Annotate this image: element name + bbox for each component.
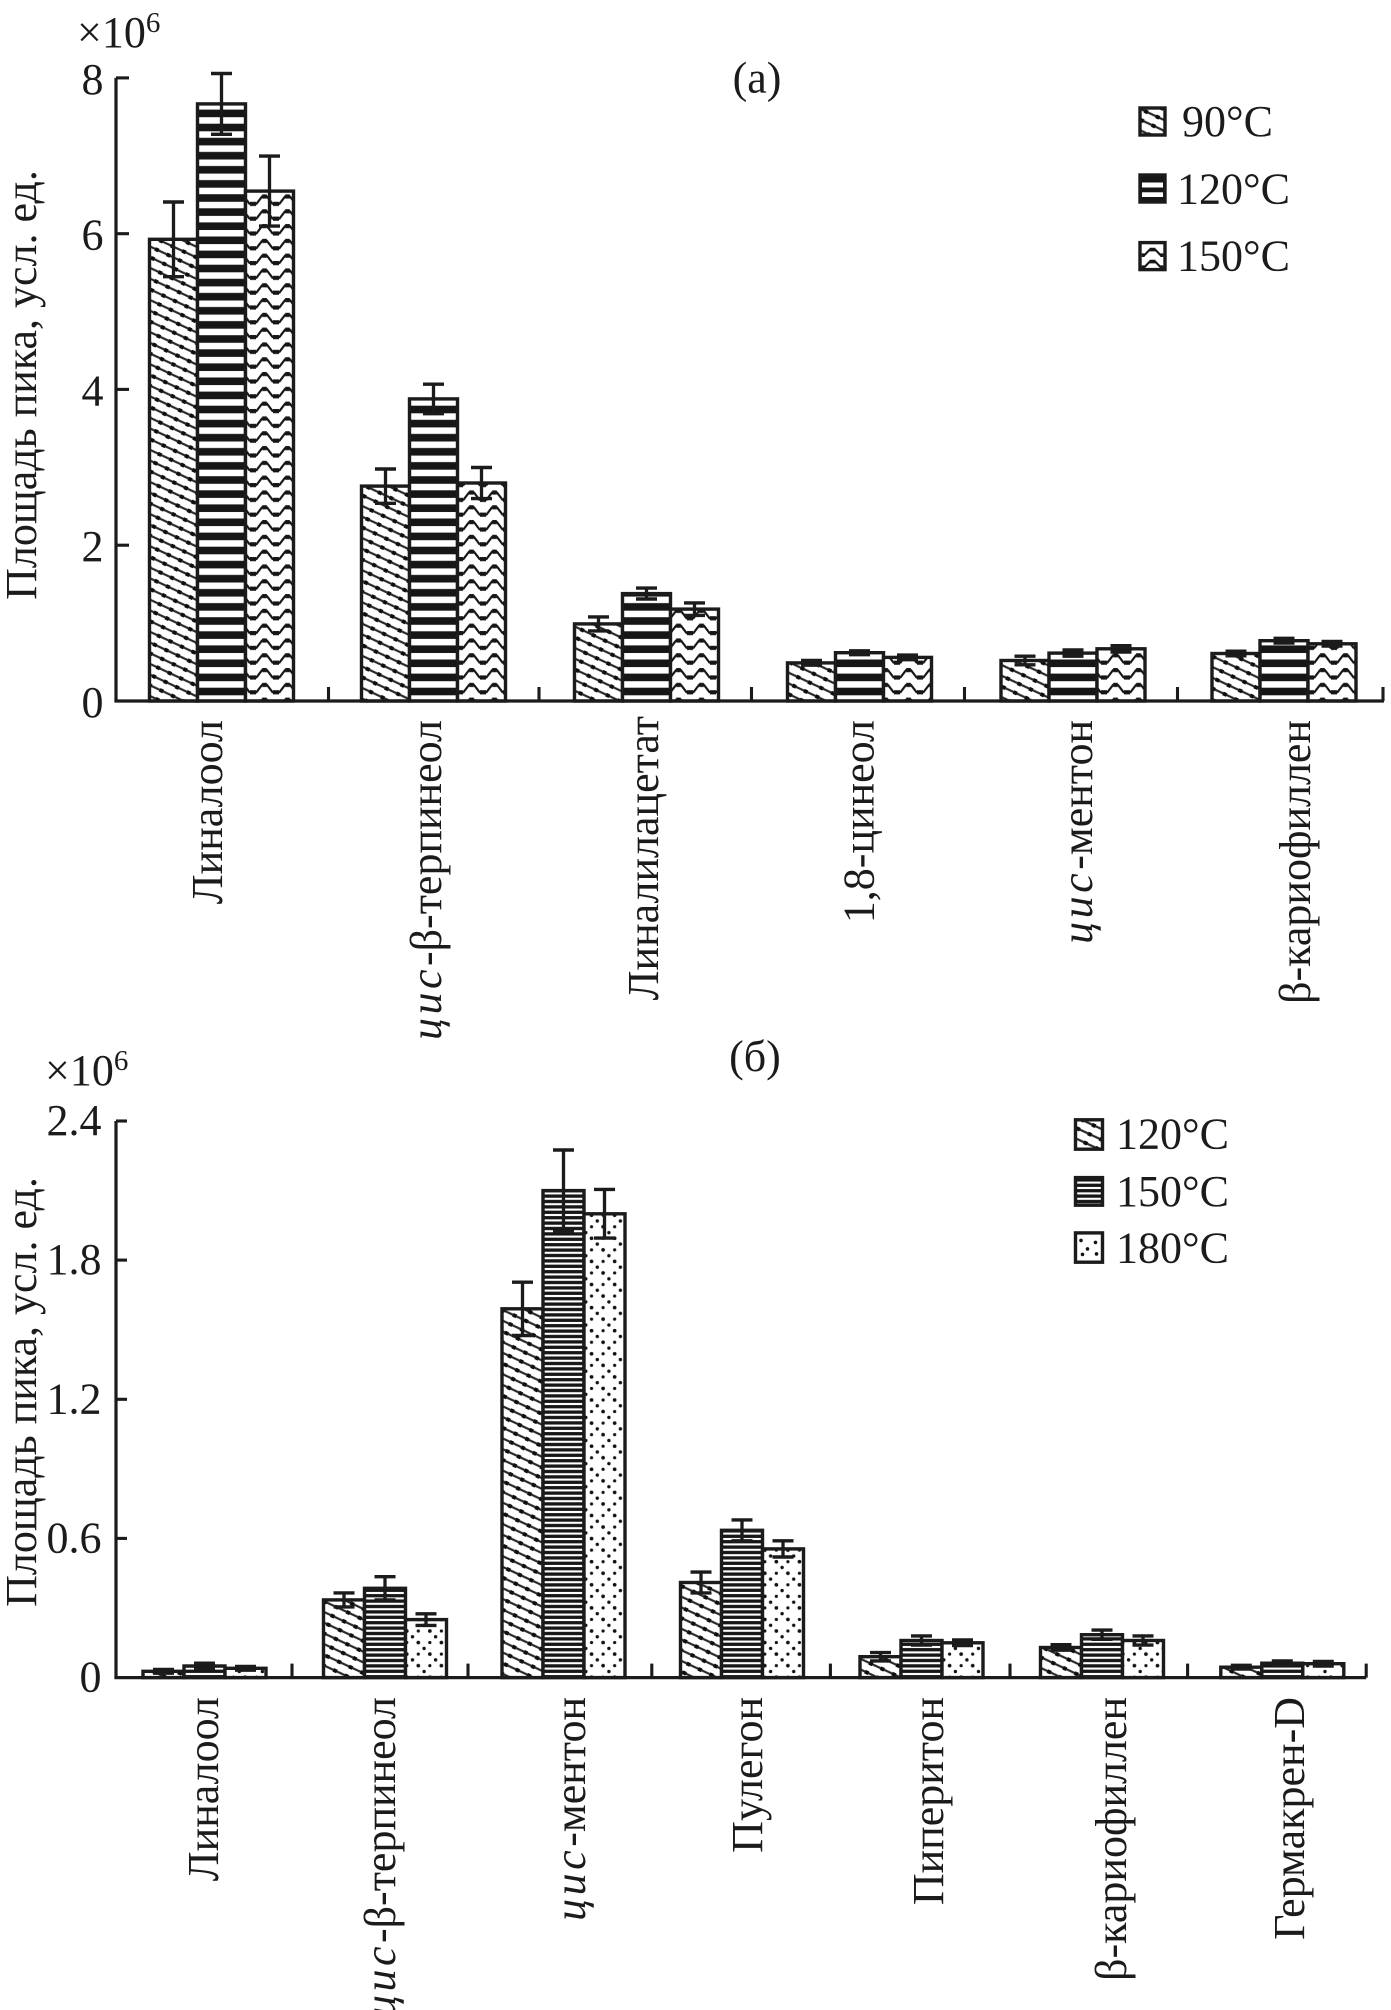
svg-text:цис-ментон: цис-ментон [1053,720,1102,944]
svg-text:6: 6 [82,211,104,260]
svg-text:0: 0 [80,1653,102,1702]
svg-text:150°C: 150°C [1116,1167,1229,1216]
svg-text:Пиперитон: Пиперитон [904,1697,953,1905]
svg-text:120°C: 120°C [1116,1109,1229,1158]
svg-text:1.2: 1.2 [47,1374,102,1423]
svg-text:(а): (а) [733,54,782,103]
svg-text:4: 4 [82,366,104,415]
svg-text:(б): (б) [729,1032,781,1081]
svg-text:Площадь пика, усл. ед.: Площадь пика, усл. ед. [0,170,46,600]
svg-text:β-кариофиллен: β-кариофиллен [1087,1697,1136,1981]
svg-text:90°C: 90°C [1182,97,1273,146]
svg-text:Линалилацетат: Линалилацетат [619,716,668,1000]
svg-text:150°C: 150°C [1177,232,1290,281]
svg-text:Гермакрен-D: Гермакрен-D [1265,1697,1314,1940]
svg-text:1,8-цинеол: 1,8-цинеол [835,720,884,923]
svg-text:0.6: 0.6 [47,1513,102,1562]
svg-text:Пулегон: Пулегон [723,1697,772,1853]
svg-text:Линалоол: Линалоол [183,720,232,904]
svg-text:цис-β-терпинеол: цис-β-терпинеол [402,720,451,1040]
svg-text:Линалоол: Линалоол [179,1697,228,1881]
svg-text:120°C: 120°C [1177,165,1290,214]
svg-text:0: 0 [82,678,104,727]
svg-text:Площадь пика, усл. ед.: Площадь пика, усл. ед. [0,1177,46,1607]
svg-text:цис-ментон: цис-ментон [546,1697,595,1921]
svg-text:2: 2 [82,522,104,571]
svg-text:180°C: 180°C [1116,1223,1229,1272]
svg-text:8: 8 [82,55,104,104]
svg-text:1.8: 1.8 [47,1235,102,1284]
svg-text:β-кариофиллен: β-кариофиллен [1271,720,1320,1004]
svg-text:2.4: 2.4 [47,1096,102,1145]
svg-text:цис-β-терпинеол: цис-β-терпинеол [356,1697,405,2010]
